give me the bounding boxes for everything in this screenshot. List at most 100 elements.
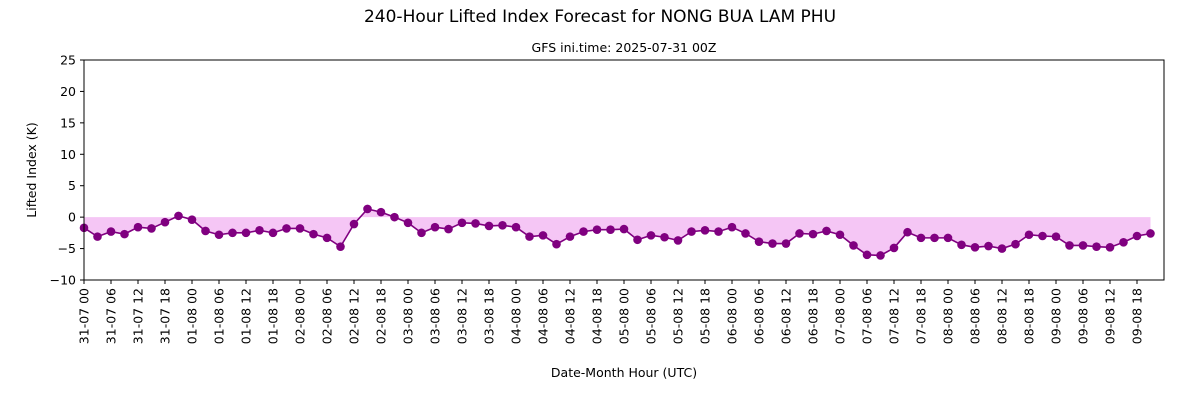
data-point [160, 217, 170, 227]
data-point [943, 233, 953, 243]
data-point [174, 211, 183, 221]
x-tick-label: 31-07 12 [131, 288, 146, 344]
data-point [876, 251, 885, 260]
chart-title: 240-Hour Lifted Index Forecast for NONG … [364, 7, 836, 27]
data-point [673, 236, 683, 245]
data-series-markers [79, 204, 1155, 260]
data-point [93, 232, 102, 241]
x-tick-label: 31-07 18 [158, 288, 173, 344]
data-point [295, 224, 305, 233]
data-point [511, 222, 521, 232]
x-tick-label: 07-08 00 [833, 288, 848, 344]
x-tick-label: 31-07 00 [77, 288, 92, 344]
x-tick-label: 01-08 06 [212, 288, 227, 344]
data-point [619, 224, 629, 234]
x-tick-label: 02-08 12 [347, 288, 362, 344]
data-point [687, 227, 696, 236]
data-point [363, 204, 372, 214]
x-tick-label: 01-08 18 [266, 288, 281, 344]
data-point [606, 225, 615, 235]
y-tick-label: 5 [68, 178, 76, 193]
data-point [147, 224, 156, 233]
x-tick-label: 06-08 12 [779, 288, 794, 344]
x-tick-label: 05-08 12 [671, 288, 686, 344]
data-point [268, 228, 278, 238]
data-point [1051, 232, 1061, 241]
data-point [525, 232, 534, 241]
fill-area [84, 208, 1151, 256]
negative-fill-area [84, 208, 1151, 256]
x-tick-label: 06-08 06 [752, 288, 767, 344]
x-tick-label: 09-08 18 [1130, 288, 1145, 344]
data-point [1119, 237, 1128, 247]
x-tick-label: 08-08 06 [968, 288, 983, 344]
y-tick-label: 0 [68, 210, 76, 225]
y-tick-label: −10 [50, 273, 76, 288]
data-point [822, 226, 831, 236]
data-point [565, 232, 575, 241]
y-axis-label: Lifted Index (K) [24, 122, 39, 217]
data-point [282, 224, 291, 233]
x-tick-label: 01-08 00 [185, 288, 200, 344]
y-tick-label: 10 [60, 147, 76, 162]
data-point [255, 226, 264, 235]
x-tick-label: 06-08 00 [725, 288, 740, 344]
y-tick-label: 15 [60, 115, 76, 130]
data-point [430, 222, 440, 232]
x-tick-label: 04-08 06 [536, 288, 551, 344]
data-point [417, 228, 426, 238]
x-tick-label: 31-07 06 [104, 288, 119, 344]
data-point [1146, 229, 1155, 238]
data-point [646, 231, 656, 240]
data-point [768, 239, 777, 248]
chart-subtitle: GFS ini.time: 2025-07-31 00Z [532, 40, 717, 55]
data-point [349, 219, 359, 229]
data-point [835, 230, 845, 240]
data-point [1038, 231, 1047, 241]
data-point [120, 229, 129, 239]
y-tick-label: −5 [58, 241, 76, 256]
data-point [903, 227, 912, 237]
x-tick-label: 02-08 18 [374, 288, 389, 344]
data-point [106, 227, 116, 236]
data-point [781, 239, 791, 248]
y-tick-label: 25 [60, 53, 76, 68]
data-point [714, 227, 723, 236]
data-point [1105, 243, 1115, 252]
x-tick-label: 05-08 18 [698, 288, 713, 344]
data-point [754, 237, 764, 246]
x-tick-label: 03-08 18 [482, 288, 497, 344]
x-tick-label: 03-08 06 [428, 288, 443, 344]
data-point [498, 221, 507, 230]
data-point [1011, 239, 1020, 249]
x-tick-label: 04-08 00 [509, 288, 524, 344]
data-point [390, 212, 399, 222]
x-tick-label: 09-08 00 [1049, 288, 1064, 344]
data-point [336, 242, 345, 251]
x-axis: 31-07 00 31-07 06 31-07 12 31-07 18 01-08 00… [77, 280, 1145, 344]
x-tick-label: 07-08 12 [887, 288, 902, 344]
data-point [984, 241, 993, 251]
data-point [1024, 230, 1034, 240]
x-tick-label: 03-08 00 [401, 288, 416, 344]
x-tick-label: 01-08 12 [239, 288, 254, 344]
data-point [309, 229, 318, 239]
data-point [552, 239, 561, 249]
x-tick-label: 07-08 18 [914, 288, 929, 344]
data-point [484, 221, 494, 231]
data-point [889, 243, 899, 253]
x-tick-label: 05-08 06 [644, 288, 659, 344]
x-tick-label: 08-08 18 [1022, 288, 1037, 344]
data-point [228, 228, 237, 238]
data-point [592, 225, 602, 235]
data-point [471, 219, 480, 228]
x-tick-label: 05-08 00 [617, 288, 632, 344]
x-tick-label: 02-08 00 [293, 288, 308, 344]
x-tick-label: 06-08 18 [806, 288, 821, 344]
data-point [214, 230, 224, 240]
x-tick-label: 04-08 12 [563, 288, 578, 344]
data-point [1065, 241, 1074, 250]
data-point [997, 244, 1007, 253]
data-point [957, 240, 966, 250]
